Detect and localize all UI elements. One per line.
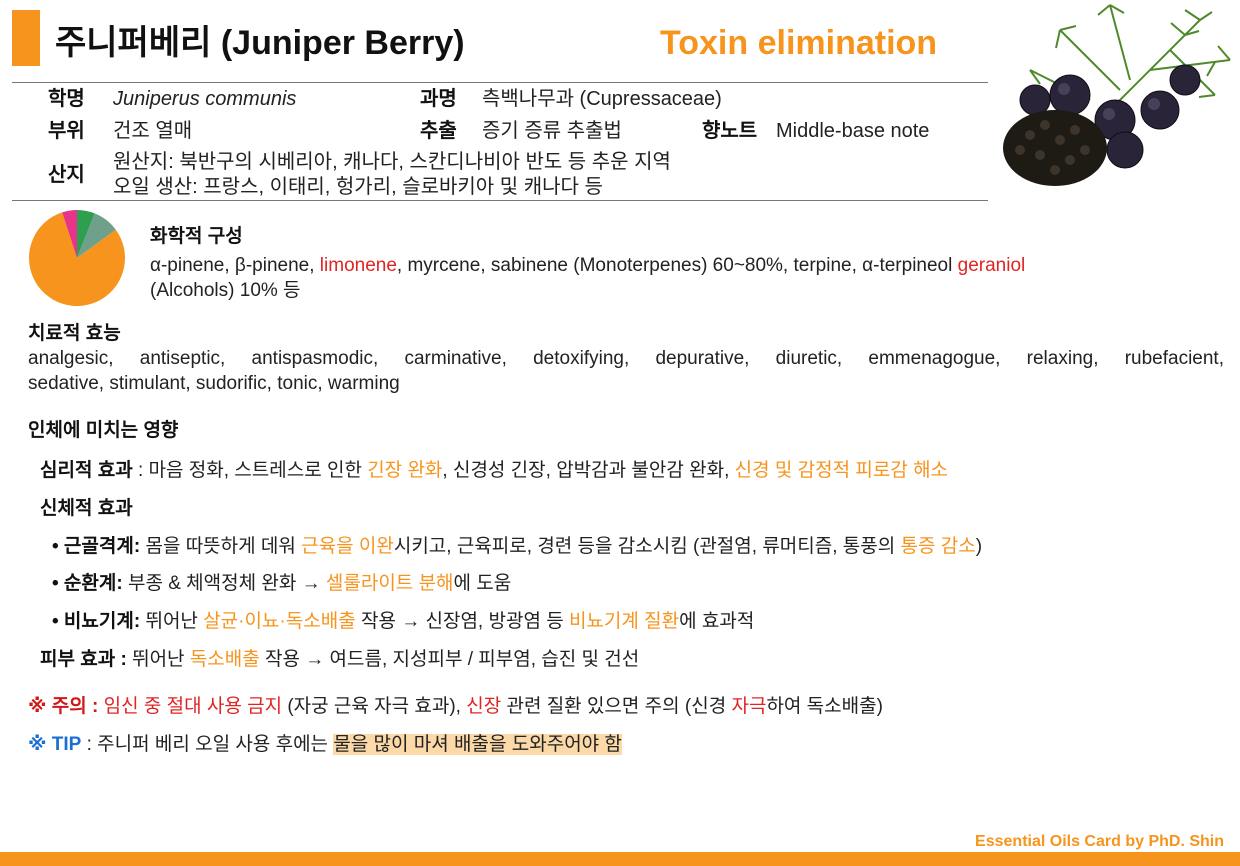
text-segment: limonene: [319, 255, 397, 276]
berry-illustration: [1003, 4, 1231, 186]
info-label: 과명: [420, 88, 457, 110]
text-segment: 시키고, 근육피로, 경련 등을 감소시킴 (관절염, 류머티즘, 통풍의: [393, 535, 901, 557]
text-line: 피부 효과 : 뛰어난 독소배출 작용 → 여드름, 지성피부 / 피부염, 습…: [40, 650, 639, 669]
info-value: 오일 생산: 프랑스, 이태리, 헝가리, 슬로바키아 및 캐나다 등: [113, 176, 603, 198]
text-segment: 독소배출: [189, 649, 260, 670]
text-segment: 작용 → 신장염, 방광염 등: [355, 611, 569, 633]
text-segment: ※ TIP: [28, 734, 82, 755]
text-segment: , myrcene, sabinene (Monoterpenes) 60~80…: [396, 255, 958, 276]
text-segment: : 주니퍼 베리 오일 사용 후에는: [81, 734, 334, 755]
efficacy-text: analgesic, antiseptic, antispasmodic, ca…: [28, 348, 1224, 369]
text-line: 심리적 효과 : 마음 정화, 스트레스로 인한 긴장 완화, 신경성 긴장, …: [40, 461, 948, 480]
footer: Essential Oils Card by PhD. Shin: [975, 833, 1224, 850]
pie-slice: [77, 213, 116, 258]
text-segment: 비뇨기계 질환: [568, 611, 680, 633]
text-segment: geraniol: [957, 255, 1026, 276]
section-title: 화학적 구성: [150, 226, 243, 247]
text-segment: 하여 독소배출): [766, 696, 883, 717]
info-label: 부위: [48, 120, 85, 142]
text-segment: : 마음 정화, 스트레스로 인한: [132, 460, 368, 481]
text-segment: • 근골격계:: [52, 535, 141, 557]
text-segment: 셀룰라이트 분해: [325, 573, 454, 595]
text-segment: 피부 효과 :: [40, 649, 127, 670]
text-segment: 관련 질환 있으면 주의 (신경: [501, 696, 732, 717]
footer-bar: [0, 852, 1240, 866]
text-segment: 뛰어난: [140, 611, 204, 633]
text-line: ※ 주의 : 임신 중 절대 사용 금지 (자궁 근육 자극 효과), 신장 관…: [28, 697, 883, 716]
text-line: • 비뇨기계: 뛰어난 살균·이뇨·독소배출 작용 → 신장염, 방광염 등 비…: [52, 612, 754, 631]
text-line: ※ TIP : 주니퍼 베리 오일 사용 후에는 물을 많이 마셔 배출을 도와…: [28, 734, 622, 755]
text-segment: (자궁 근육 자극 효과),: [282, 696, 467, 717]
text-segment: 근육을 이완: [301, 535, 394, 557]
text-segment: 자극: [731, 696, 767, 717]
text-segment: • 순환계:: [52, 573, 123, 595]
info-label: 학명: [48, 88, 85, 110]
text-segment: , 신경성 긴장, 압박감과 불안감 완화,: [442, 460, 735, 481]
info-value: 원산지: 북반구의 시베리아, 캐나다, 스칸디나비아 반도 등 추운 지역: [113, 151, 671, 173]
text-segment: 에 효과적: [679, 611, 755, 633]
text-segment: ): [975, 535, 983, 557]
info-label: 산지: [48, 164, 85, 186]
section-title: 치료적 효능: [28, 323, 121, 344]
text-segment: 부종 & 체액정체 완화 →: [122, 573, 326, 595]
text-line: • 순환계: 부종 & 체액정체 완화 → 셀룰라이트 분해에 도움: [52, 574, 511, 593]
subtitle: Toxin elimination: [660, 24, 938, 62]
info-label: 추출: [420, 120, 457, 142]
pie-slice: [62, 210, 77, 258]
info-label: 향노트: [702, 120, 758, 142]
info-value: Juniperus communis: [113, 88, 297, 110]
text-segment: 에 도움: [453, 573, 512, 595]
composition-pie: [29, 210, 125, 306]
info-value: Middle-base note: [776, 120, 930, 142]
text-line: (Alcohols) 10% 등: [150, 281, 301, 300]
text-segment: 통증 감소: [900, 535, 976, 557]
text-line: α-pinene, β-pinene, limonene, myrcene, s…: [150, 256, 1025, 275]
rule: [12, 200, 988, 201]
text-segment: 작용 → 여드름, 지성피부 / 피부염, 습진 및 건선: [259, 649, 640, 670]
text-line: 신체적 효과: [40, 499, 133, 518]
text-segment: 긴장 완화: [367, 460, 443, 481]
pie-slice: [77, 210, 95, 258]
info-value: 증기 증류 추출법: [482, 120, 622, 142]
section-title: 인체에 미치는 영향: [28, 420, 179, 441]
text-segment: 심리적 효과: [40, 460, 133, 481]
rule: [12, 82, 988, 83]
text-segment: 몸을 따뜻하게 데워: [140, 535, 302, 557]
info-value: 측백나무과 (Cupressaceae): [482, 88, 722, 110]
title: 주니퍼베리 (Juniper Berry): [55, 24, 465, 62]
text-segment: 신경 및 감정적 피로감 해소: [734, 460, 949, 481]
text-segment: • 비뇨기계:: [52, 611, 141, 633]
text-segment: 살균·이뇨·독소배출: [203, 611, 356, 633]
title-marker: [12, 10, 40, 66]
text-segment: 뛰어난: [126, 649, 190, 670]
text-segment: 신체적 효과: [40, 497, 133, 519]
text-segment: 물을 많이 마셔 배출을 도와주어야 함: [333, 734, 622, 755]
text-segment: 임신 중 절대 사용 금지: [103, 696, 283, 717]
text-segment: ※ 주의 :: [28, 696, 99, 717]
text-segment: (Alcohols) 10% 등: [150, 280, 301, 301]
pie-slice: [29, 212, 125, 306]
text-line: • 근골격계: 몸을 따뜻하게 데워 근육을 이완시키고, 근육피로, 경련 등…: [52, 537, 982, 556]
text-segment: 신장: [466, 696, 502, 717]
text-segment: α-pinene, β-pinene,: [150, 255, 320, 276]
info-value: 건조 열매: [113, 120, 193, 142]
efficacy-text: sedative, stimulant, sudorific, tonic, w…: [28, 373, 400, 394]
